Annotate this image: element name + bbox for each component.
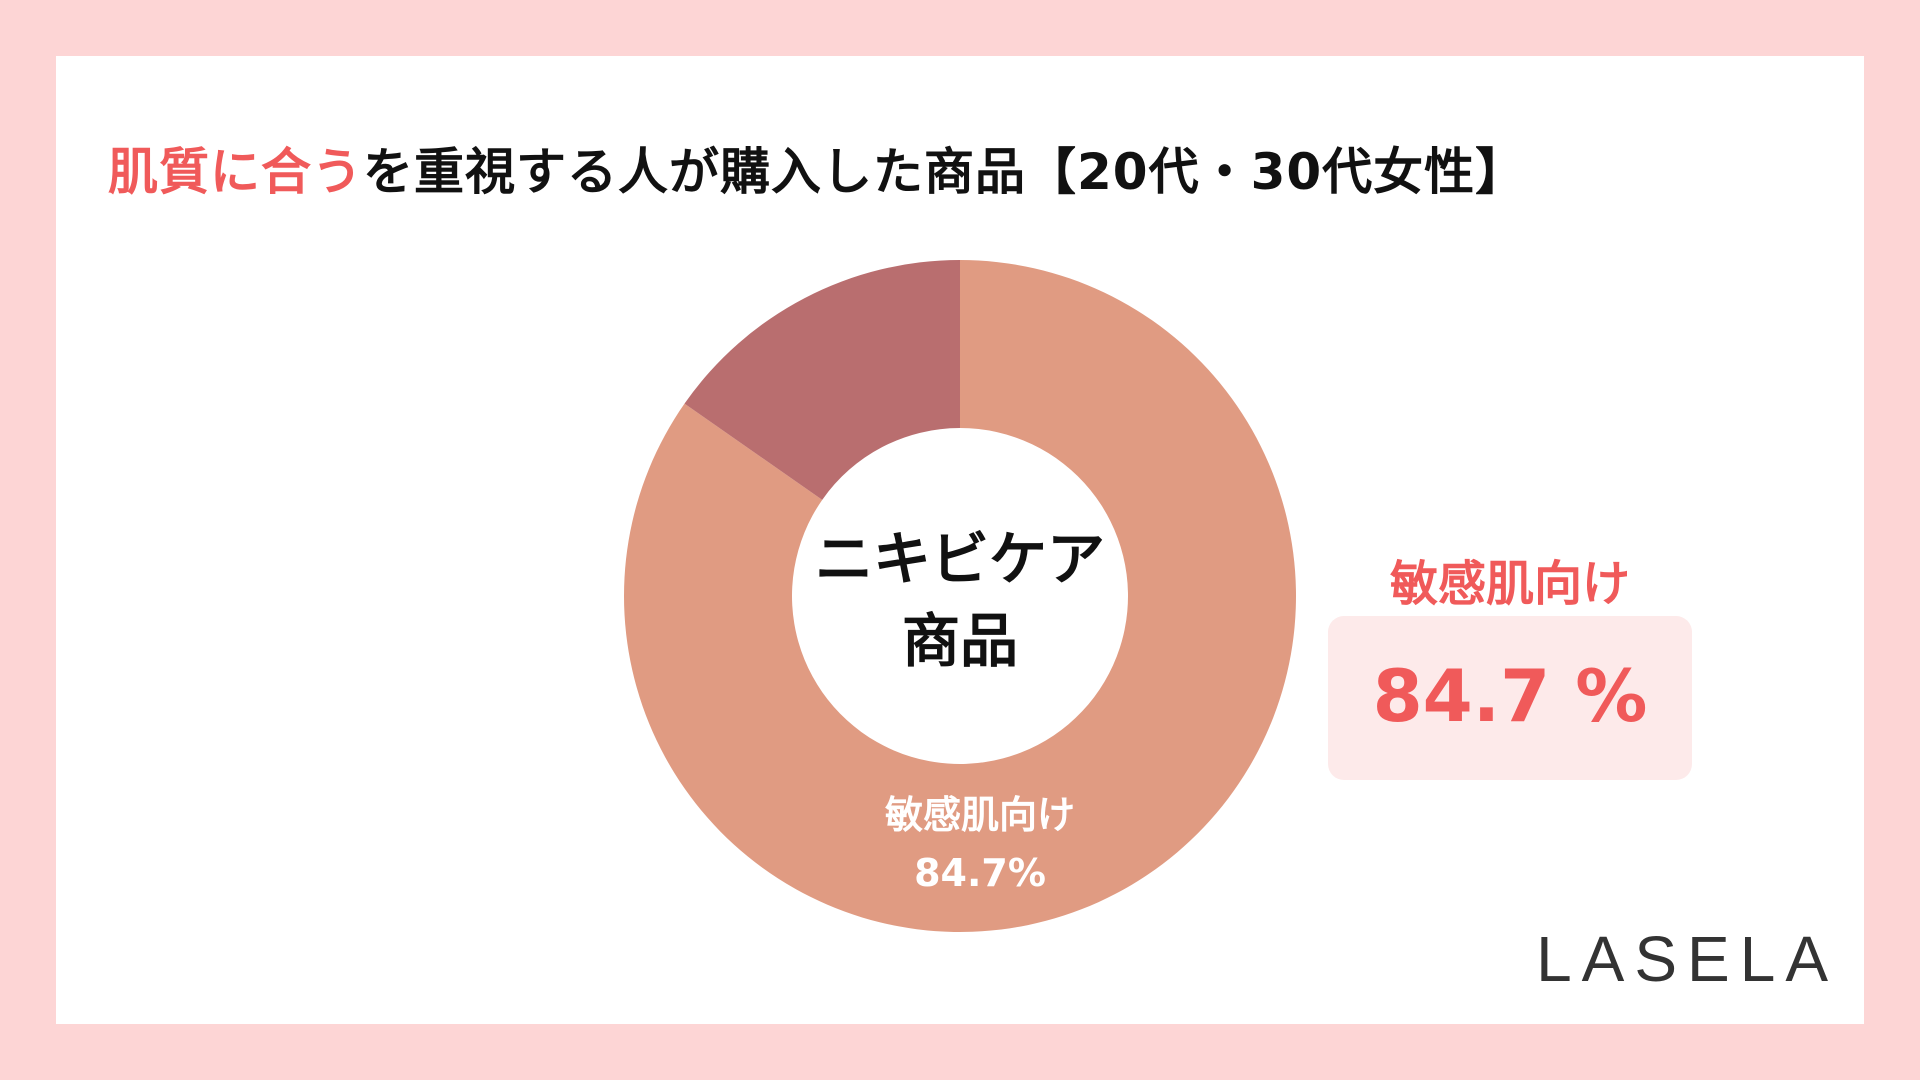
donut-slice-1 bbox=[684, 260, 960, 500]
brand-logo: LASELA bbox=[1536, 923, 1838, 995]
center-label-line1: ニキビケア bbox=[814, 525, 1105, 593]
title-rest: を重視する人が購入した商品【20代・30代女性】 bbox=[363, 143, 1527, 201]
title-highlight: 肌質に合う bbox=[108, 143, 363, 201]
slice-data-label: 敏感肌向け 84.7% bbox=[820, 786, 1140, 902]
callout-title: 敏感肌向け bbox=[1389, 556, 1630, 612]
donut-slice-0 bbox=[624, 260, 1296, 933]
center-label-line2: 商品 bbox=[901, 607, 1018, 675]
slice-label-value: 84.7% bbox=[914, 851, 1046, 895]
chart-title: 肌質に合うを重視する人が購入した商品【20代・30代女性】 bbox=[108, 132, 1526, 204]
callout-value: 84.7 % bbox=[1372, 654, 1648, 738]
donut-center-label: ニキビケア 商品 bbox=[760, 518, 1160, 682]
callout-box: 84.7 % bbox=[1328, 616, 1692, 780]
slice-label-name: 敏感肌向け bbox=[884, 793, 1075, 837]
